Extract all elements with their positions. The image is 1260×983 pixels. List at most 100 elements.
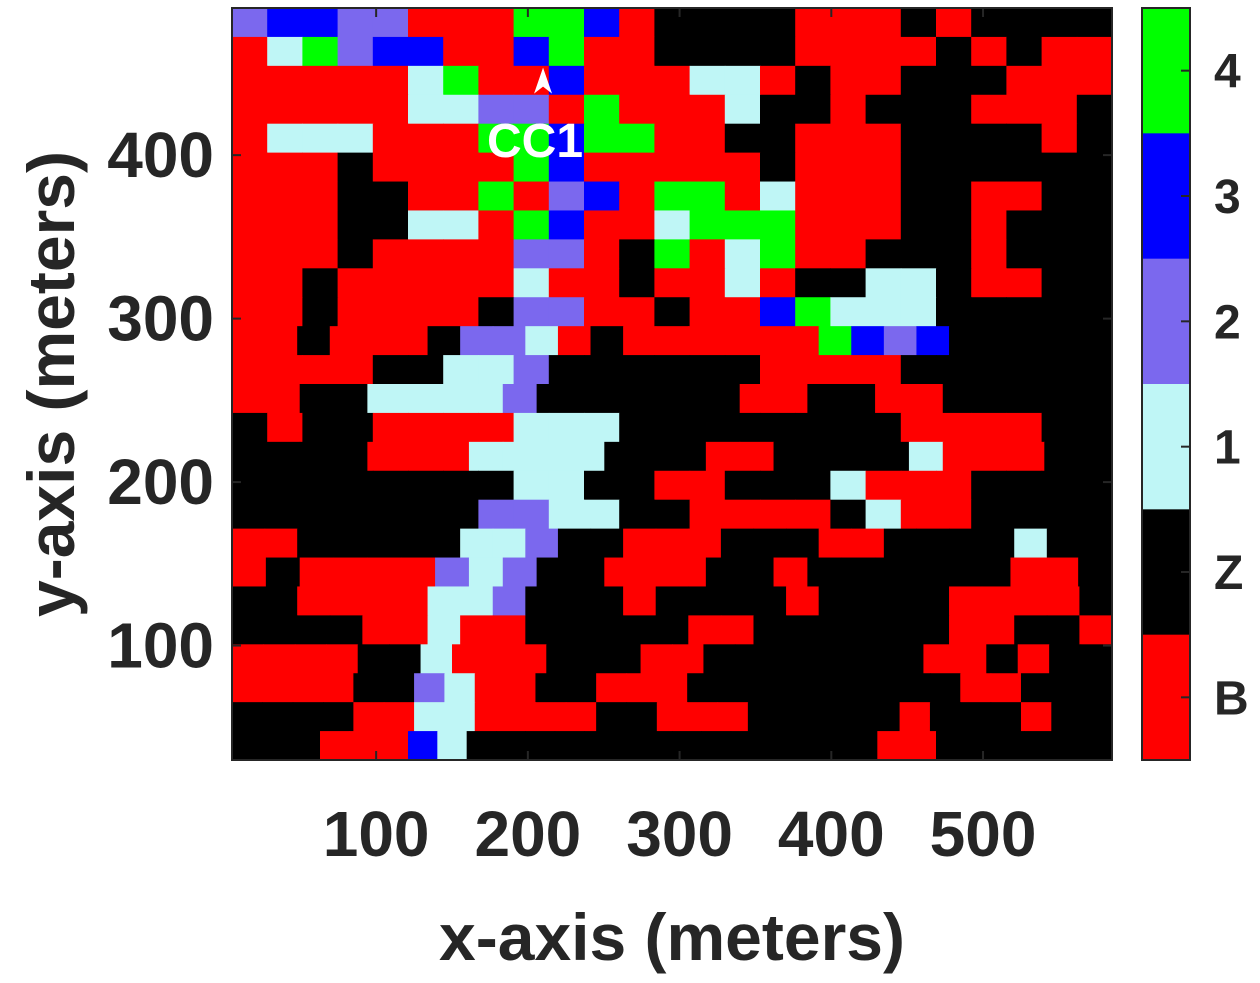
heatmap-cell [329,528,363,559]
heatmap-cell [548,181,585,212]
heatmap-cell [672,441,707,472]
heatmap-cell [492,528,526,559]
heatmap-cell [986,644,1019,674]
annotations: CC1 [487,67,583,168]
heatmap-cell [916,528,950,559]
heatmap-cell [584,268,620,298]
heatmap-cell [590,326,624,356]
heatmap-cell [795,8,831,38]
heatmap-cell [724,470,761,501]
heatmap-cell [654,8,691,38]
heatmap-cell [971,152,1007,183]
heatmap-cell [337,470,374,501]
heatmap-cell [513,181,550,212]
heatmap-cell [267,65,303,96]
heatmap-cell [297,586,331,616]
heatmap-cell [265,557,301,588]
heatmap-cell [942,441,978,472]
heatmap-cell [654,210,691,240]
heatmap-cell [478,499,515,530]
heatmap-cell [443,181,479,212]
heatmap-cell [535,673,567,703]
heatmap-cell [320,731,350,761]
heatmap-cell [483,644,516,674]
heatmap-cell [689,210,726,240]
heatmap-cell [427,326,461,356]
heatmap-cell [367,441,402,472]
heatmap-cell [795,123,831,154]
heatmap-cell [830,94,867,125]
heatmap-cell [443,470,479,501]
heatmap-cell [604,441,639,472]
heatmap-cell [703,644,736,674]
heatmap-cell [372,8,409,38]
heatmap-cell [705,441,741,472]
heatmap-cell [414,673,446,703]
heatmap-cell [851,586,885,616]
heatmap-cell [717,673,749,703]
heatmap-cell [1020,673,1052,703]
heatmap-cell [900,355,937,385]
heatmap-cell [971,94,1007,125]
heatmap-cell [1014,528,1048,559]
heatmap-cell [936,65,972,96]
heatmap-cell [443,8,479,38]
heatmap-cell [619,297,655,327]
heatmap-cell [1006,181,1043,212]
heatmap-cell [443,210,479,240]
heatmap-cell [292,702,324,732]
heatmap-cell [795,65,831,96]
heatmap-cell [1041,355,1078,385]
heatmap-cell [619,268,655,298]
heatmap-cell [730,731,761,761]
heatmap-cell [557,615,592,645]
heatmap-cell [841,557,876,588]
heatmap-cell [795,470,831,501]
heatmap-cell [830,123,867,154]
heatmap-cell [654,268,691,298]
heatmap-cell [1079,615,1113,645]
heatmap-cell [492,326,526,356]
heatmap-cell [830,210,867,240]
heatmap-cell [337,355,374,385]
heatmap-cell [654,123,691,154]
heatmap-cell [654,355,691,385]
heatmap-cell [443,268,479,298]
heatmap-cell [299,384,335,414]
heatmap-cell [478,181,515,212]
heatmap-cell [760,268,796,298]
heatmap-cell [1046,586,1080,616]
heatmap-cell [372,36,409,67]
heatmap-cell [900,297,937,327]
heatmap-cell [502,441,538,472]
heatmap-cell [760,123,796,154]
heatmap-cell [302,181,339,212]
heatmap-cell [394,615,429,645]
heatmap-cell [378,731,409,761]
heatmap-cell [654,94,691,125]
heatmap-cell [548,123,585,154]
heatmap-cell [1041,152,1078,183]
heatmap-cell [720,615,755,645]
heatmap-cell [936,731,966,761]
heatmap-cell [444,673,476,703]
heatmap-cell [1041,36,1078,67]
heatmap-cell [372,65,409,96]
heatmap-cell [394,326,429,356]
heatmap-cell [1041,297,1078,327]
heatmap-cell [971,123,1007,154]
heatmap-cell [724,123,761,154]
heatmap-cell [865,470,902,501]
heatmap-cell [362,326,396,356]
heatmap-cell [655,528,689,559]
heatmap-cell [689,470,726,501]
heatmap-cell [1051,673,1083,703]
heatmap-cell [232,499,268,530]
heatmap-cell [724,181,761,212]
heatmap-cell [232,702,263,732]
heatmap-cell [638,441,673,472]
heatmap-cell [626,702,658,732]
heatmap-cell [688,528,722,559]
heatmap-cell [818,615,852,645]
colorbar-tick-label: 4 [1214,46,1241,99]
